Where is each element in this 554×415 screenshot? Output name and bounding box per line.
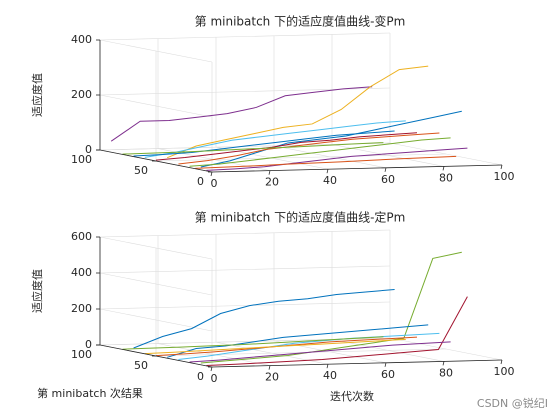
- y-tick-label: 100: [71, 153, 92, 166]
- x-tick: [384, 362, 387, 367]
- grid-line: [99, 272, 213, 296]
- data-line: [133, 130, 395, 157]
- x-tick: [210, 366, 213, 372]
- grid-line: [99, 236, 213, 260]
- x-tick: [326, 169, 329, 174]
- x-tick-label: 60: [381, 368, 395, 381]
- data-line: [178, 132, 440, 165]
- data-line: [189, 137, 451, 167]
- x-tick-label: 0: [211, 177, 218, 190]
- z-axis-label: 适应度值: [30, 269, 44, 313]
- z-tick-label: 200: [71, 302, 92, 315]
- chart-title: 第 minibatch 下的适应度值曲线-变Pm: [195, 14, 406, 29]
- x-tick: [500, 164, 503, 170]
- y-tick-label: 100: [71, 348, 92, 361]
- data-line: [110, 86, 373, 142]
- data-line: [122, 142, 384, 155]
- z-axis-label: 适应度值: [30, 73, 44, 117]
- data-line: [200, 110, 462, 168]
- x-tick: [442, 361, 445, 366]
- grid-line: [99, 229, 391, 238]
- z-tick-label: 400: [71, 266, 92, 279]
- x-tick-label: 40: [323, 369, 337, 382]
- data-line: [133, 289, 395, 349]
- x-tick-label: 40: [323, 174, 337, 187]
- x-tick: [210, 171, 213, 177]
- z-tick-label: 0: [85, 143, 92, 156]
- x-tick-label: 20: [265, 371, 279, 384]
- data-line: [200, 251, 462, 364]
- watermark: CSDN @锐纪I: [477, 396, 548, 410]
- y-tick-label: 50: [134, 359, 148, 372]
- y-tick-label: 50: [134, 164, 148, 177]
- x-tick-label: 60: [381, 173, 395, 186]
- x-tick-label: 100: [494, 170, 515, 183]
- grid-line: [99, 301, 391, 310]
- data-line: [144, 120, 406, 158]
- grid-line: [99, 39, 213, 63]
- x-tick-label: 0: [211, 372, 218, 385]
- x-tick: [268, 365, 271, 370]
- y-tick-label: 0: [197, 175, 204, 188]
- x-tick: [268, 170, 271, 175]
- data-line: [155, 132, 418, 161]
- data-line: [122, 336, 384, 350]
- z-tick-label: 200: [71, 88, 92, 101]
- x-tick: [326, 364, 329, 369]
- data-line: [189, 341, 451, 363]
- x-tick: [384, 167, 387, 172]
- grid-line: [155, 153, 447, 162]
- data-line: [167, 65, 429, 159]
- x-tick-label: 20: [265, 176, 279, 189]
- grid-line: [99, 265, 391, 274]
- x-tick: [500, 359, 503, 365]
- z-tick-label: 400: [71, 33, 92, 46]
- data-line: [206, 296, 468, 367]
- x-tick: [442, 166, 445, 171]
- y-axis-label: 第 minibatch 次结果: [37, 386, 143, 400]
- data-line: [195, 155, 457, 169]
- x-tick-label: 80: [439, 366, 453, 379]
- data-line: [206, 147, 468, 171]
- x-axis-label: 迭代次数: [330, 389, 374, 403]
- data-line: [144, 338, 406, 355]
- grid-line: [99, 32, 391, 41]
- data-line: [167, 324, 429, 358]
- chart-title: 第 minibatch 下的适应度值曲线-定Pm: [195, 210, 406, 225]
- data-line: [178, 332, 440, 360]
- x-tick-label: 80: [439, 171, 453, 184]
- z-tick-label: 0: [85, 338, 92, 351]
- x-tick-label: 100: [494, 365, 515, 378]
- x-axis: [211, 359, 503, 368]
- y-tick-label: 0: [197, 370, 204, 383]
- z-tick-label: 600: [71, 230, 92, 243]
- grid-line: [99, 94, 213, 118]
- x-axis: [211, 164, 503, 173]
